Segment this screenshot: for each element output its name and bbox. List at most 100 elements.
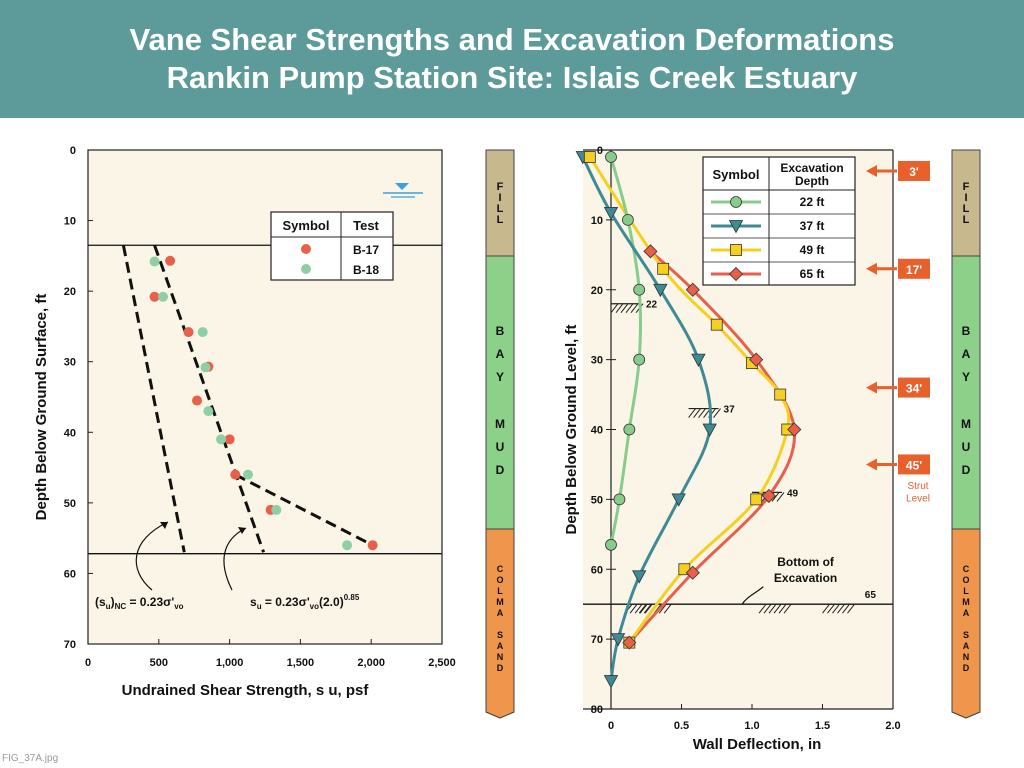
right-strata-column-colma-sand-layer <box>951 528 981 719</box>
strut-arrow-head <box>866 458 877 471</box>
excavation-hatch-tick <box>629 603 638 614</box>
left-x-tick-label: 0 <box>85 657 91 669</box>
right-legend-marker <box>730 244 742 256</box>
right-strata-column-colma-sand-letter: A <box>963 641 970 651</box>
right-strata-column-bay-mud-letter: U <box>962 440 971 454</box>
excavation-hatch-tick <box>663 603 672 614</box>
left-equation-nc-part: u <box>106 602 111 611</box>
excavation-depth-label: 65 <box>865 590 877 601</box>
left-strata-column-colma-sand-letter: A <box>497 608 504 618</box>
right-y-tick-label: 70 <box>591 634 603 646</box>
right-strata-column-fill-letter: F <box>963 181 970 193</box>
left-y-tick-label: 0 <box>70 145 76 157</box>
left-equation-oc-part: u <box>257 602 262 611</box>
excavation-hatch-tick <box>773 603 782 614</box>
excavation-hatch-tick <box>643 603 652 614</box>
excavation-hatch-tick <box>713 408 721 418</box>
right-data-point-49ft <box>774 388 787 401</box>
left-y-tick-label: 70 <box>64 639 76 651</box>
excavation-depth-label: 49 <box>787 488 799 499</box>
left-data-point-b-17 <box>367 540 378 551</box>
right-x-axis-label: Wall Deflection, in <box>693 736 822 753</box>
right-strata-column-bay-mud-letter: M <box>961 417 971 431</box>
excavation-hatch-tick <box>827 603 835 614</box>
left-data-point-b-17 <box>165 255 176 266</box>
excavation-hatch-tick <box>615 303 624 314</box>
left-equation-nc-part: = 0.23σ' <box>126 595 174 609</box>
left-strata-column-fill-letter: F <box>497 181 504 193</box>
right-data-point-37ft <box>632 570 647 584</box>
right-y-axis-label: Depth Below Ground Level, ft <box>563 324 580 534</box>
excavation-hatch-tick <box>778 603 787 614</box>
excavation-hatch-tick <box>658 603 667 614</box>
left-data-point-b-18 <box>342 540 353 551</box>
right-data-point-37ft <box>603 206 619 221</box>
right-data-point-22ft <box>613 493 626 506</box>
left-legend-label: B-17 <box>353 243 379 257</box>
right-data-point-37ft <box>702 423 717 437</box>
left-y-tick-label: 20 <box>64 286 76 298</box>
excavation-hatch-tick <box>610 303 619 314</box>
excavation-hatch-tick <box>625 303 634 314</box>
right-data-point-49ft <box>750 493 763 506</box>
excavation-hatch-tick <box>771 492 780 502</box>
right-legend-marker <box>728 220 744 234</box>
excavation-hatch-tick <box>620 303 629 314</box>
excavation-hatch-tick <box>630 303 639 314</box>
right-data-point-65ft <box>685 565 700 580</box>
left-x-tick-label: 2,000 <box>357 657 385 669</box>
right-data-point-49ft <box>710 318 723 331</box>
right-data-point-37ft <box>603 675 619 689</box>
strut-level-badge <box>898 377 930 398</box>
strut-level-caption: Level <box>906 493 930 504</box>
strut-arrow-head <box>866 262 877 275</box>
left-equation-nc-part: ) <box>111 595 115 609</box>
excavation-depth-label: 22 <box>646 300 658 311</box>
excavation-hatch-tick <box>783 603 792 614</box>
left-equation-oc-part: 0.85 <box>344 593 360 602</box>
left-strata-column-colma-sand-letter: C <box>497 564 504 574</box>
right-strata-column-colma-sand-letter: O <box>962 575 969 585</box>
right-data-point-37ft <box>653 283 668 298</box>
right-y-tick-label: 40 <box>591 425 603 437</box>
right-strata-column-fill-letter: L <box>963 203 970 215</box>
right-strata-column-bay-mud-letter: Y <box>962 370 970 384</box>
right-legend-box <box>702 156 856 286</box>
right-data-point-49ft <box>657 262 670 275</box>
right-data-point-22ft <box>633 283 646 296</box>
left-strata-column-bay-mud-letter: U <box>496 440 505 454</box>
bottom-of-excavation-label: Bottom of <box>777 555 835 569</box>
left-strata-column-bay-mud-letter: D <box>496 463 505 477</box>
left-legend-header-test: Test <box>353 218 379 233</box>
left-legend-box <box>270 211 394 281</box>
strut-level-badge <box>898 454 930 475</box>
excavation-hatch-tick <box>638 603 647 614</box>
excavation-hatch-tick <box>688 408 696 418</box>
right-data-point-22ft <box>605 151 617 163</box>
excavation-hatch-tick <box>842 603 850 614</box>
left-x-tick-label: 2,500 <box>428 657 456 669</box>
title-line-2: Rankin Pump Station Site: Islais Creek E… <box>166 60 858 95</box>
right-x-tick-label: 0.5 <box>674 720 689 732</box>
right-data-point-65ft <box>622 635 637 650</box>
strut-level-caption: Strut <box>907 481 928 492</box>
left-strata-column-bay-mud-letter: Y <box>496 370 504 384</box>
left-data-point-b-17 <box>149 291 160 302</box>
left-data-point-b-18 <box>243 469 254 480</box>
right-y-tick-label: 0 <box>597 145 603 157</box>
left-y-axis-label: Depth Below Ground Surface, ft <box>33 294 50 521</box>
title-banner: Vane Shear Strengths and Excavation Defo… <box>0 0 1024 118</box>
right-strata-column-fill-letter: L <box>963 214 970 226</box>
right-data-point-22ft <box>622 213 634 226</box>
right-strata-column-bay-mud-layer <box>951 255 981 530</box>
right-strata-column-bay-mud-letter: A <box>962 347 971 361</box>
left-annotation-arrow <box>223 527 247 591</box>
left-equation-nc-part: vo <box>174 602 183 611</box>
left-data-point-b-18 <box>200 362 211 373</box>
strut-level-label: 3' <box>909 165 919 179</box>
title-line-1: Vane Shear Strengths and Excavation Defo… <box>129 22 895 57</box>
left-data-point-b-18 <box>271 504 282 515</box>
excavation-hatch-tick <box>639 603 648 614</box>
right-data-point-22ft <box>605 538 617 551</box>
strut-arrow-head <box>866 164 877 177</box>
